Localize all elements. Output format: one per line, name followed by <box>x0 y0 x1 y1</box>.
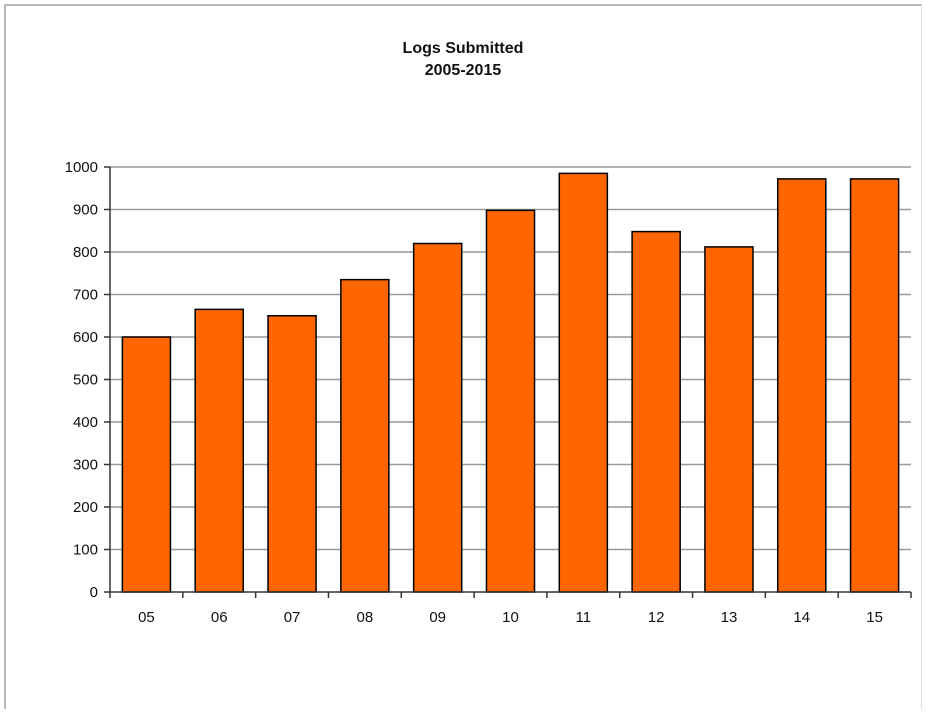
y-tick-label: 1000 <box>65 159 98 176</box>
y-tick-label: 100 <box>73 542 98 559</box>
bar-12 <box>631 230 681 593</box>
bar-13 <box>704 246 754 593</box>
y-tick-label: 600 <box>73 329 98 346</box>
bar-14 <box>776 178 827 593</box>
y-tick-label: 300 <box>73 457 98 474</box>
bar-11 <box>558 172 609 593</box>
x-tick-label: 12 <box>648 609 665 626</box>
x-tick-label: 07 <box>284 609 301 626</box>
y-tick-label: 400 <box>73 414 98 431</box>
x-tick-label: 14 <box>793 609 810 626</box>
bar-06 <box>194 308 245 593</box>
x-tick-label: 15 <box>866 609 883 626</box>
chart-title: Logs Submitted <box>402 40 524 57</box>
x-axis-ticks: 05 06 07 08 09 10 11 12 13 14 15 <box>109 592 912 626</box>
bar-10 <box>485 209 536 593</box>
bar-08 <box>340 278 390 593</box>
y-tick-label: 800 <box>73 244 98 261</box>
bar-07 <box>267 315 317 593</box>
bars <box>121 172 900 593</box>
x-tick-label: 13 <box>721 609 738 626</box>
y-axis-ticks: 0 100 200 300 400 500 600 700 800 900 1000 <box>65 159 110 601</box>
y-tick-label: 900 <box>73 202 98 219</box>
x-tick-label: 08 <box>357 609 374 626</box>
y-tick-label: 0 <box>90 584 98 601</box>
x-tick-label: 06 <box>211 609 228 626</box>
x-tick-label: 09 <box>429 609 446 626</box>
x-tick-label: 11 <box>576 609 592 626</box>
bar-09 <box>412 242 463 593</box>
x-tick-label: 10 <box>502 609 519 626</box>
y-tick-label: 700 <box>73 287 98 304</box>
x-tick-label: 05 <box>138 609 155 626</box>
chart-subtitle: 2005-2015 <box>424 62 502 79</box>
bar-15 <box>849 178 900 593</box>
y-tick-label: 200 <box>73 499 98 516</box>
y-tick-label: 500 <box>73 372 98 389</box>
bar-05 <box>121 336 172 593</box>
